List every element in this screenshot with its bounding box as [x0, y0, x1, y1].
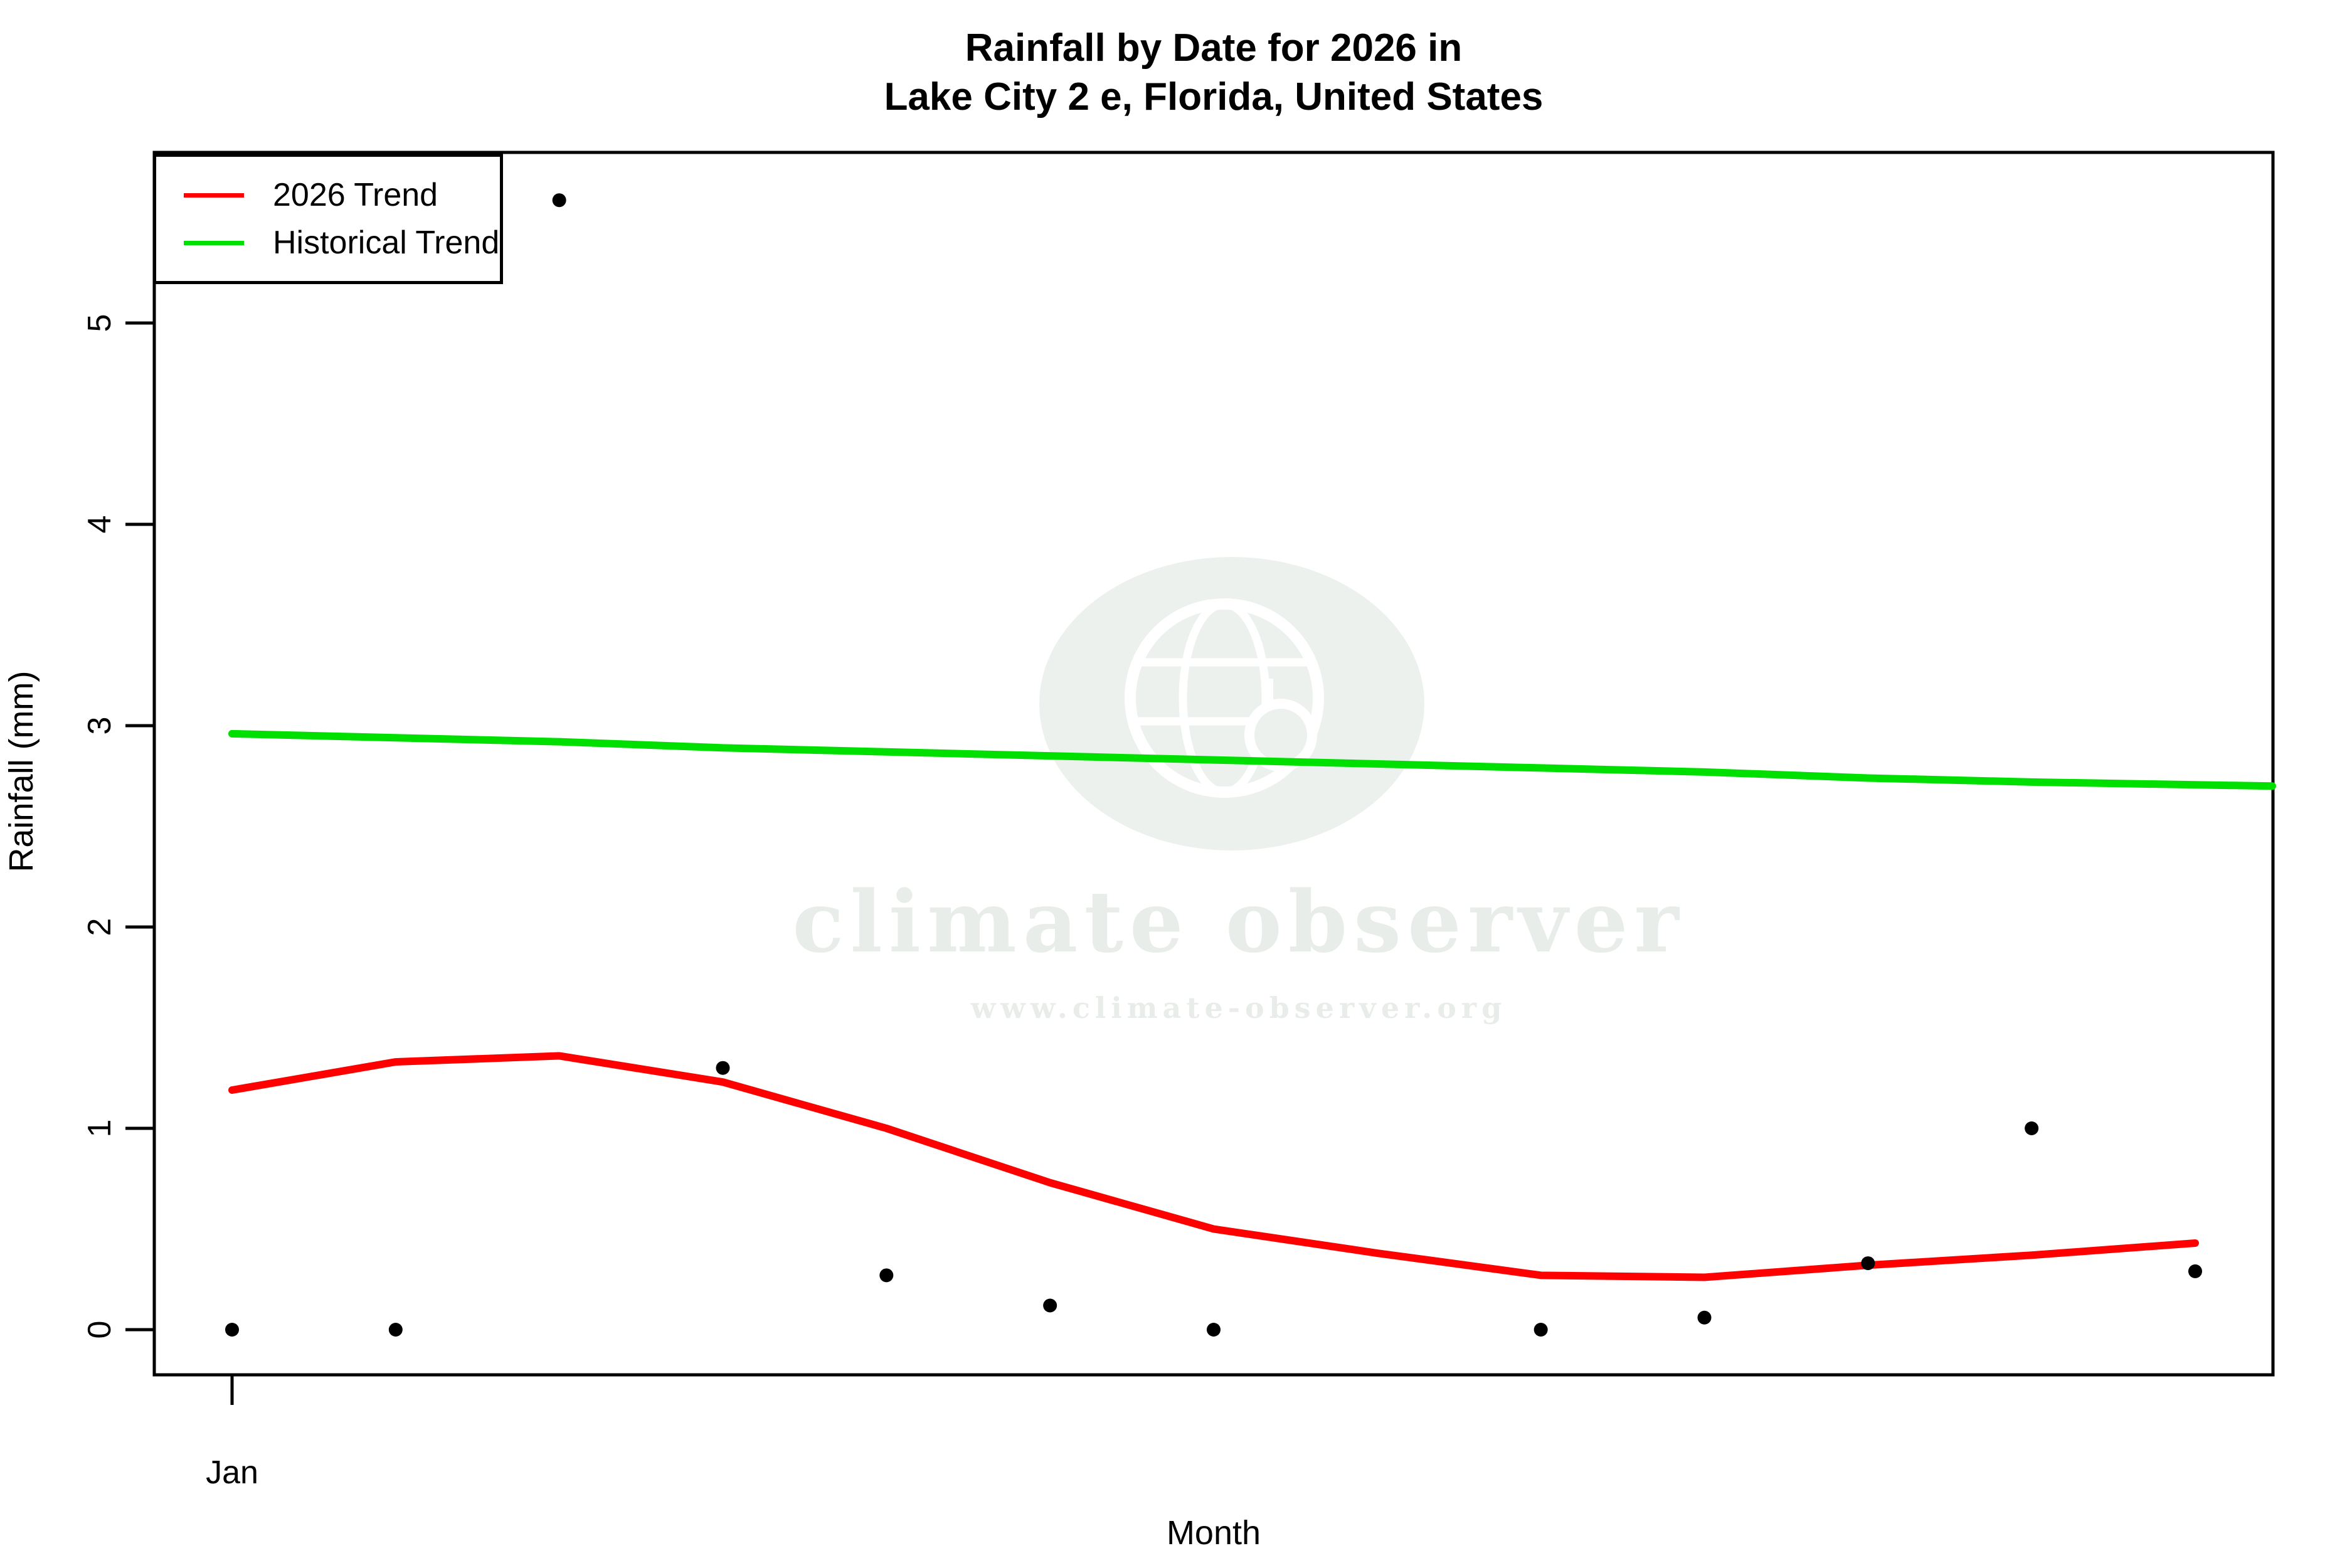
- chart-title-line1: Rainfall by Date for 2026 in: [965, 26, 1463, 70]
- legend-row-historical-trend: Historical Trend: [156, 223, 500, 262]
- legend-label: Historical Trend: [273, 225, 500, 261]
- data-point: [1697, 1310, 1712, 1325]
- green-line-swatch: [184, 240, 244, 245]
- y-axis-label: Rainfall (mm): [3, 670, 40, 872]
- data-point: [1534, 1323, 1548, 1337]
- data-point: [552, 193, 566, 208]
- data-point: [388, 1323, 403, 1337]
- data-point: [879, 1268, 894, 1283]
- data-point: [225, 1323, 239, 1337]
- data-point: [1206, 1323, 1221, 1337]
- plot-box: [152, 151, 2275, 1377]
- y-tick-label: 1: [82, 1120, 118, 1138]
- chart-title-line2: Lake City 2 e, Florida, United States: [884, 75, 1544, 119]
- legend-label: 2026 Trend: [273, 177, 438, 213]
- y-tick-label: 2: [82, 918, 118, 936]
- legend-row-2026-trend: 2026 Trend: [156, 176, 500, 215]
- historical-trend-line: [228, 729, 2276, 790]
- x-tick-label-jan: Jan: [206, 1454, 258, 1491]
- x-axis-label: Month: [1167, 1514, 1261, 1552]
- y-tick-label: 0: [82, 1321, 118, 1339]
- chart-title: Rainfall by Date for 2026 in Lake City 2…: [154, 24, 2273, 122]
- data-point: [1861, 1256, 1875, 1271]
- data-point: [2025, 1121, 2039, 1135]
- y-tick-label: 3: [82, 717, 118, 735]
- y-tick-label: 4: [82, 516, 118, 534]
- trend-line-2026: [228, 1052, 2199, 1281]
- y-tick-label: 5: [82, 314, 118, 332]
- chart-legend: 2026 Trend Historical Trend: [153, 154, 503, 284]
- data-point: [1043, 1298, 1057, 1313]
- red-line-swatch: [184, 193, 244, 198]
- data-point: [716, 1061, 730, 1075]
- data-point: [2188, 1264, 2202, 1278]
